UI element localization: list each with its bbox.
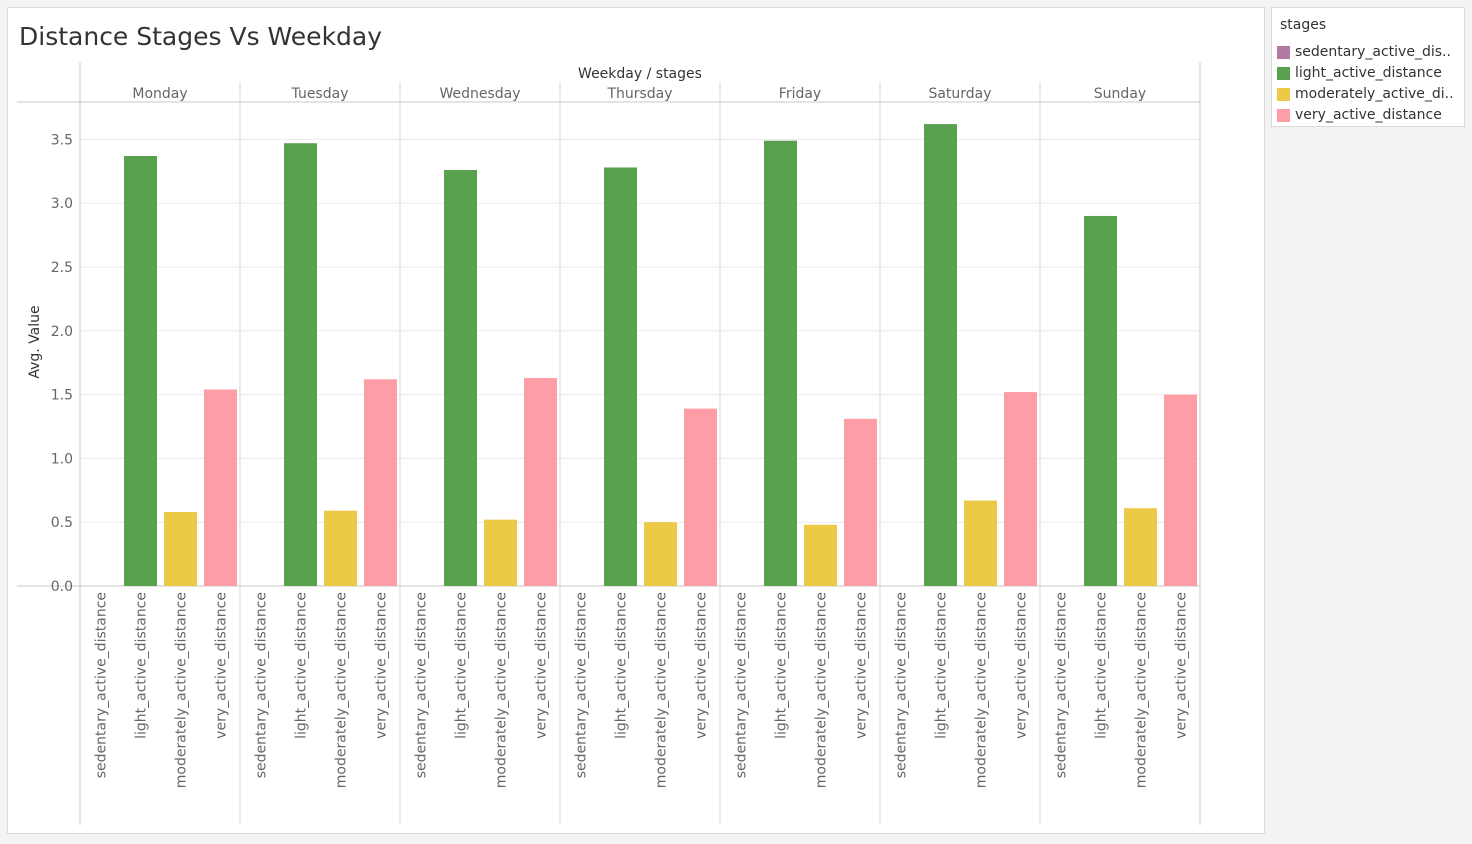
weekday-label-friday: Friday (779, 86, 821, 102)
legend-swatch-moderately (1277, 88, 1290, 101)
bar-thursday-very_active_distance (684, 408, 717, 586)
bars (124, 124, 1197, 587)
weekday-label-sunday: Sunday (1094, 86, 1146, 102)
x-tick-label-very_active_distance: very_active_distance (214, 592, 230, 739)
bar-friday-light_active_distance (764, 140, 797, 586)
y-tick-label: 3.5 (51, 132, 73, 148)
x-tick-label-very_active_distance: very_active_distance (1014, 592, 1030, 739)
bar-sunday-moderately_active_distance (1124, 508, 1157, 586)
bar-thursday-light_active_distance (604, 167, 637, 587)
x-tick-label-very_active_distance: very_active_distance (854, 592, 870, 739)
x-tick-label-moderately_active_distance: moderately_active_distance (814, 592, 830, 788)
bar-sunday-very_active_distance (1164, 394, 1197, 586)
y-axis-label: Avg. Value (27, 305, 43, 378)
y-tick-label: 0.5 (51, 515, 73, 531)
bar-tuesday-moderately_active_distance (324, 510, 357, 586)
legend-label-sedentary: sedentary_active_dis.. (1295, 44, 1451, 60)
x-tick-label-sedentary_active_distance: sedentary_active_distance (574, 592, 590, 778)
x-tick-label-light_active_distance: light_active_distance (1094, 592, 1110, 739)
x-tick-label-light_active_distance: light_active_distance (614, 592, 630, 739)
x-tick-label-very_active_distance: very_active_distance (374, 592, 390, 739)
x-tick-label-light_active_distance: light_active_distance (134, 592, 150, 739)
chart-title: Distance Stages Vs Weekday (19, 22, 383, 51)
y-tick-label: 2.0 (51, 324, 73, 340)
weekday-label-thursday: Thursday (606, 86, 672, 102)
bar-monday-very_active_distance (204, 389, 237, 586)
bar-sunday-light_active_distance (1084, 215, 1117, 586)
y-tick-label: 2.5 (51, 260, 73, 276)
weekday-label-monday: Monday (132, 86, 187, 102)
x-tick-label-sedentary_active_distance: sedentary_active_distance (254, 592, 270, 778)
bar-friday-moderately_active_distance (804, 524, 837, 586)
x-tick-label-very_active_distance: very_active_distance (694, 592, 710, 739)
legend-swatch-very (1277, 109, 1290, 122)
bar-saturday-moderately_active_distance (964, 500, 997, 586)
weekday-label-wednesday: Wednesday (439, 86, 520, 102)
bar-monday-light_active_distance (124, 155, 157, 586)
x-tick-label-sedentary_active_distance: sedentary_active_distance (734, 592, 750, 778)
y-tick-label: 1.5 (51, 388, 73, 404)
x-tick-label-light_active_distance: light_active_distance (934, 592, 950, 739)
y-tick-label: 0.0 (51, 579, 73, 595)
weekday-label-tuesday: Tuesday (291, 86, 349, 102)
legend-item-moderately[interactable]: moderately_active_di.. (1277, 86, 1463, 104)
chart-labels: Weekday / stages Monday Tuesday Wednesday Th… (27, 66, 1190, 788)
x-tick-label-very_active_distance: very_active_distance (534, 592, 550, 739)
legend-label-light: light_active_distance (1295, 65, 1442, 81)
x-tick-label-light_active_distance: light_active_distance (774, 592, 790, 739)
legend-item-light[interactable]: light_active_distance (1277, 65, 1463, 83)
header-label: Weekday / stages (578, 66, 702, 82)
x-tick-label-moderately_active_distance: moderately_active_distance (974, 592, 990, 788)
bar-saturday-light_active_distance (924, 124, 957, 586)
x-tick-label-moderately_active_distance: moderately_active_distance (174, 592, 190, 788)
legend-title: stages (1280, 17, 1327, 33)
x-tick-label-light_active_distance: light_active_distance (454, 592, 470, 739)
bar-monday-moderately_active_distance (164, 511, 197, 586)
x-tick-label-moderately_active_distance: moderately_active_distance (494, 592, 510, 788)
x-tick-label-moderately_active_distance: moderately_active_distance (654, 592, 670, 788)
bar-friday-very_active_distance (844, 418, 877, 586)
x-tick-label-sedentary_active_distance: sedentary_active_distance (894, 592, 910, 778)
x-tick-label-sedentary_active_distance: sedentary_active_distance (414, 592, 430, 778)
legend-item-very[interactable]: very_active_distance (1277, 107, 1463, 125)
x-tick-label-sedentary_active_distance: sedentary_active_distance (1054, 592, 1070, 778)
x-tick-label-light_active_distance: light_active_distance (294, 592, 310, 739)
x-tick-label-moderately_active_distance: moderately_active_distance (334, 592, 350, 788)
bar-tuesday-very_active_distance (364, 379, 397, 586)
legend-item-sedentary[interactable]: sedentary_active_dis.. (1277, 44, 1463, 62)
bar-wednesday-light_active_distance (444, 170, 477, 587)
legend-label-moderately: moderately_active_di.. (1295, 86, 1454, 102)
legend-label-very: very_active_distance (1295, 107, 1442, 123)
y-tick-label: 1.0 (51, 451, 73, 467)
legend: stages sedentary_active_dis.. light_acti… (1271, 7, 1465, 127)
x-tick-label-very_active_distance: very_active_distance (1174, 592, 1190, 739)
bar-wednesday-very_active_distance (524, 378, 557, 586)
weekday-label-saturday: Saturday (928, 86, 991, 102)
bar-thursday-moderately_active_distance (644, 522, 677, 586)
bar-wednesday-moderately_active_distance (484, 519, 517, 586)
y-tick-label: 3.0 (51, 196, 73, 212)
chart-frame (17, 62, 1201, 825)
x-tick-label-sedentary_active_distance: sedentary_active_distance (94, 592, 110, 778)
x-tick-label-moderately_active_distance: moderately_active_distance (1134, 592, 1150, 788)
bar-saturday-very_active_distance (1004, 392, 1037, 586)
legend-swatch-sedentary (1277, 46, 1290, 59)
bar-tuesday-light_active_distance (284, 143, 317, 586)
legend-swatch-light (1277, 67, 1290, 80)
